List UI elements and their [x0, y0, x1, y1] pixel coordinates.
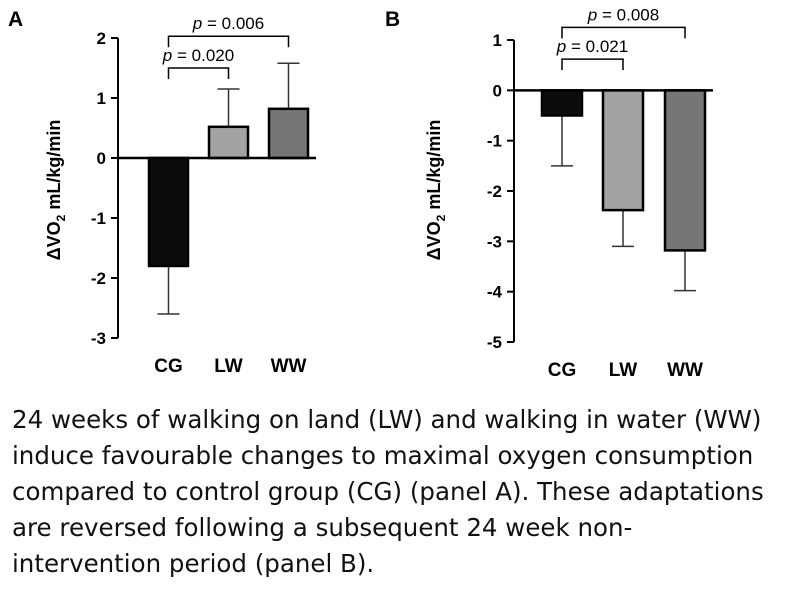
p-value-number: = 0.020: [172, 46, 234, 65]
category-label-cg: CG: [154, 356, 183, 377]
figure-caption: 24 weeks of walking on land (LW) and wal…: [12, 402, 792, 582]
bar-lw: [207, 125, 250, 160]
category-label-lw: LW: [214, 356, 243, 377]
caption-line-1: 24 weeks of walking on land (LW) and wal…: [12, 405, 762, 434]
p-value-label-2: p = 0.008: [587, 5, 659, 24]
caption-line-4: are reversed following a subsequent 24 w…: [12, 513, 633, 542]
bar-ww: [267, 107, 310, 160]
p-value-number: = 0.021: [566, 37, 628, 56]
panel-a-y-axis-label-sub: 2: [54, 214, 68, 221]
p-value-letter: p: [192, 14, 202, 33]
bar-lw: [601, 89, 645, 212]
p-value-label-1: p = 0.020: [162, 46, 234, 65]
panel-b: B ΔVO2 mL/kg/min 1 0 -1 -2 -3 -4 -5 CG LW WW p = 0…: [385, 5, 713, 381]
panel-b-y-tick-label: 1: [493, 31, 502, 50]
p-value-label-1: p = 0.021: [556, 37, 628, 56]
panel-b-y-tick-label: 0: [493, 81, 502, 100]
p-value-number: = 0.006: [202, 14, 264, 33]
panel-b-y-tick-label: -3: [487, 232, 502, 251]
panel-a-y-tick-label: -3: [91, 329, 106, 348]
panel-a-y-tick-label: 2: [97, 29, 106, 48]
caption-line-5: intervention period (panel B).: [12, 549, 375, 578]
panel-a-y-axis-label: ΔVO2 mL/kg/min: [44, 120, 68, 261]
caption-line-2: induce favourable changes to maximal oxy…: [12, 441, 754, 470]
panel-b-y-tick-label: -2: [487, 182, 502, 201]
caption-line-3: compared to control group (CG) (panel A)…: [12, 477, 764, 506]
panel-b-y-tick-label: -5: [487, 333, 502, 352]
panel-a-y-axis-label-rest: mL/kg/min: [44, 120, 64, 215]
panel-b-y-tick-label: -4: [487, 283, 503, 302]
significance-bracket-1: [167, 67, 230, 79]
panel-a-label: A: [8, 8, 23, 31]
p-value-letter: p: [162, 46, 172, 65]
panel-a-y-tick-label: 1: [97, 89, 106, 108]
figure: A ΔVO2 mL/kg/min 210-1-2-3CG LW WWp = 0.02…: [8, 5, 713, 381]
p-value-label-2: p = 0.006: [192, 14, 264, 33]
panel-b-y-axis-label: ΔVO2 mL/kg/min: [424, 120, 448, 261]
bar-cg: [147, 156, 190, 268]
category-label-ww: WW: [271, 356, 307, 377]
panel-a-y-tick-label: -2: [91, 269, 106, 288]
p-value-number: = 0.008: [597, 5, 659, 24]
category-label-ww: WW: [667, 360, 703, 381]
panel-b-y-tick-label: -1: [487, 132, 502, 151]
panel-a-y-tick-label: 0: [97, 149, 106, 168]
significance-bracket-2: [561, 26, 686, 39]
bar-ww: [663, 89, 707, 252]
category-label-lw: LW: [609, 360, 638, 381]
significance-bracket-1: [561, 58, 624, 71]
panel-b-y-axis-label-rest: mL/kg/min: [424, 120, 444, 215]
panel-b-y-axis-label-sub: 2: [434, 214, 448, 221]
panel-a-y-axis-label-main: ΔVO: [44, 221, 64, 260]
p-value-letter: p: [556, 37, 566, 56]
panel-b-y-axis-label-main: ΔVO: [424, 221, 444, 260]
panel-b-label: B: [385, 8, 400, 31]
category-label-cg: CG: [548, 360, 577, 381]
bar-cg: [540, 89, 584, 117]
panel-a-y-tick-label: -1: [91, 209, 106, 228]
panel-a: A ΔVO2 mL/kg/min 210-1-2-3CG LW WWp = 0.02…: [8, 8, 316, 377]
significance-bracket-2: [167, 35, 290, 48]
p-value-letter: p: [587, 5, 597, 24]
